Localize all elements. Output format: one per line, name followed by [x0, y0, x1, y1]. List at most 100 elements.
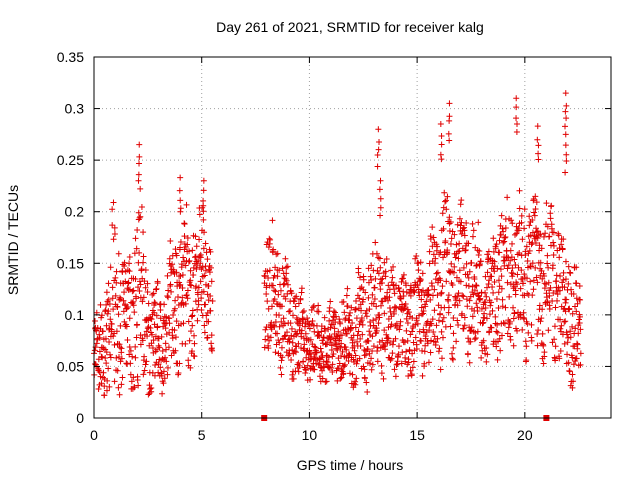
data-point — [412, 334, 419, 341]
data-point — [395, 351, 402, 358]
data-point — [389, 274, 396, 281]
data-point — [161, 313, 168, 320]
data-point — [353, 375, 360, 382]
data-point — [363, 379, 370, 386]
data-point — [396, 288, 403, 295]
data-point — [187, 364, 194, 371]
data-point — [343, 346, 350, 353]
data-point — [126, 253, 133, 260]
data-point — [193, 266, 200, 273]
data-point — [509, 240, 516, 247]
data-point — [94, 324, 101, 331]
data-point — [491, 268, 498, 275]
data-point — [446, 117, 453, 124]
data-point — [443, 206, 450, 213]
data-point — [536, 242, 543, 249]
data-point — [569, 371, 576, 378]
data-point — [267, 334, 274, 341]
data-point — [450, 330, 457, 337]
data-point — [383, 331, 390, 338]
data-point — [134, 321, 141, 328]
data-point — [338, 340, 345, 347]
data-point — [424, 340, 431, 347]
data-point — [422, 333, 429, 340]
data-point — [488, 299, 495, 306]
data-point — [337, 375, 344, 382]
data-point — [201, 272, 208, 279]
data-point — [308, 306, 315, 313]
data-point — [130, 302, 137, 309]
data-point — [379, 337, 386, 344]
data-point — [390, 263, 397, 270]
data-point — [319, 367, 326, 374]
data-point — [288, 356, 295, 363]
data-point — [147, 325, 154, 332]
data-point — [506, 293, 513, 300]
data-point — [429, 316, 436, 323]
data-point — [577, 313, 584, 320]
data-point — [472, 282, 479, 289]
data-point — [132, 343, 139, 350]
data-point — [369, 361, 376, 368]
data-point — [360, 296, 367, 303]
chart-title: Day 261 of 2021, SRMTID for receiver kal… — [216, 19, 484, 35]
data-point — [534, 136, 541, 143]
data-point — [185, 258, 192, 265]
data-point — [171, 327, 178, 334]
data-point — [422, 303, 429, 310]
x-tick-label: 5 — [198, 427, 206, 443]
data-point — [529, 229, 536, 236]
data-point — [466, 297, 473, 304]
data-point — [567, 328, 574, 335]
data-point — [492, 245, 499, 252]
data-point — [318, 354, 325, 361]
data-point — [115, 311, 122, 318]
data-point — [569, 354, 576, 361]
data-point — [549, 339, 556, 346]
data-point — [162, 354, 169, 361]
data-point — [469, 313, 476, 320]
data-point — [483, 284, 490, 291]
data-point — [202, 267, 209, 274]
data-point — [557, 272, 564, 279]
data-point — [542, 230, 549, 237]
data-point — [361, 352, 368, 359]
data-point — [268, 303, 275, 310]
data-point — [377, 204, 384, 211]
data-point — [140, 259, 147, 266]
data-point — [274, 273, 281, 280]
data-point — [425, 359, 432, 366]
data-point — [537, 259, 544, 266]
data-point — [489, 283, 496, 290]
data-point — [162, 325, 169, 332]
data-point — [99, 328, 106, 335]
data-point — [534, 228, 541, 235]
data-point — [534, 123, 541, 130]
data-point — [112, 274, 119, 281]
data-point — [133, 334, 140, 341]
data-point — [532, 264, 539, 271]
data-point — [295, 300, 302, 307]
data-point — [205, 297, 212, 304]
data-point — [502, 225, 509, 232]
data-point — [184, 235, 191, 242]
data-point — [410, 358, 417, 365]
data-point — [527, 263, 534, 270]
data-point — [177, 174, 184, 181]
data-point — [528, 321, 535, 328]
data-point — [318, 328, 325, 335]
data-point — [551, 323, 558, 330]
data-point — [140, 371, 147, 378]
data-point — [320, 334, 327, 341]
data-point — [184, 295, 191, 302]
data-point — [447, 323, 454, 330]
data-point — [409, 350, 416, 357]
data-point — [556, 355, 563, 362]
data-point — [100, 345, 107, 352]
data-point — [375, 146, 382, 153]
data-point — [453, 338, 460, 345]
data-point — [195, 284, 202, 291]
data-point — [439, 334, 446, 341]
data-point — [446, 214, 453, 221]
data-point — [119, 374, 126, 381]
